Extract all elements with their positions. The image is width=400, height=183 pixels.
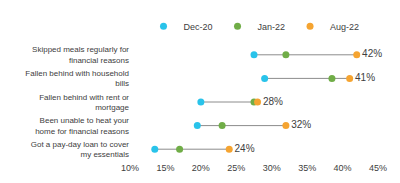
svg-text:Jan-22: Jan-22 bbox=[258, 22, 286, 32]
svg-text:Dec-20: Dec-20 bbox=[184, 22, 213, 32]
svg-text:41%: 41% bbox=[355, 72, 375, 83]
svg-text:Got a pay-day loan to covermy: Got a pay-day loan to covermy essentials bbox=[31, 140, 130, 159]
svg-text:28%: 28% bbox=[263, 96, 283, 107]
svg-text:32%: 32% bbox=[291, 119, 311, 130]
svg-text:40%: 40% bbox=[334, 163, 352, 173]
svg-text:30%: 30% bbox=[263, 163, 281, 173]
svg-text:15%: 15% bbox=[156, 163, 174, 173]
svg-text:Been unable to heat yourhome f: Been unable to heat yourhome for financi… bbox=[35, 116, 129, 135]
svg-text:24%: 24% bbox=[235, 143, 255, 154]
svg-text:10%: 10% bbox=[121, 163, 139, 173]
svg-text:Fallen behind with rent ormort: Fallen behind with rent ormortgage bbox=[39, 93, 129, 112]
svg-text:Aug-22: Aug-22 bbox=[330, 22, 359, 32]
svg-text:35%: 35% bbox=[298, 163, 316, 173]
svg-text:20%: 20% bbox=[192, 163, 210, 173]
svg-text:45%: 45% bbox=[369, 163, 387, 173]
svg-text:42%: 42% bbox=[362, 48, 382, 59]
svg-text:Fallen behind with householdbi: Fallen behind with householdbills bbox=[25, 69, 129, 88]
svg-text:Skipped meals regularly forfin: Skipped meals regularly forfinancial rea… bbox=[32, 45, 129, 64]
svg-text:25%: 25% bbox=[227, 163, 245, 173]
